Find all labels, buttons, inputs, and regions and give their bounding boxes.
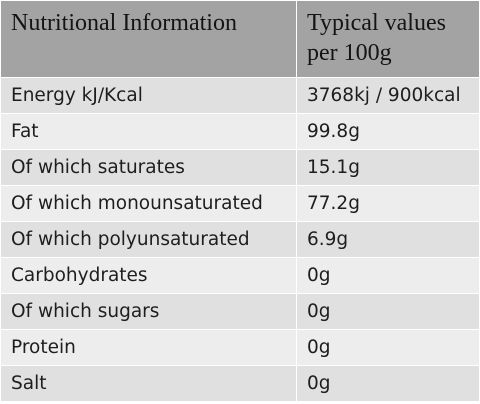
nutrient-label: Carbohydrates	[0, 257, 297, 294]
nutrient-value: 15.1g	[296, 149, 480, 186]
nutrient-label: Of which monounsaturated	[0, 185, 297, 222]
table-row: Of which saturates 15.1g	[0, 149, 480, 186]
nutrient-value: 6.9g	[296, 221, 480, 258]
header-nutritional-information: Nutritional Information	[0, 0, 297, 78]
table-row: Of which polyunsaturated 6.9g	[0, 221, 480, 258]
table-row: Of which sugars 0g	[0, 293, 480, 330]
nutrient-label: Salt	[0, 365, 297, 402]
nutrient-label: Energy kJ/Kcal	[0, 77, 297, 114]
nutrient-label: Of which polyunsaturated	[0, 221, 297, 258]
nutrient-label: Protein	[0, 329, 297, 366]
table-row: Energy kJ/Kcal 3768kj / 900kcal	[0, 77, 480, 114]
header-typical-values: Typical values per 100g	[296, 0, 480, 78]
nutrient-label: Fat	[0, 113, 297, 150]
table-row: Of which monounsaturated 77.2g	[0, 185, 480, 222]
nutrient-value: 99.8g	[296, 113, 480, 150]
nutrient-value: 0g	[296, 257, 480, 294]
table-row: Salt 0g	[0, 365, 480, 402]
nutrient-value: 0g	[296, 365, 480, 402]
table-row: Protein 0g	[0, 329, 480, 366]
nutrient-label: Of which saturates	[0, 149, 297, 186]
table-header-row: Nutritional Information Typical values p…	[0, 0, 480, 78]
table-row: Fat 99.8g	[0, 113, 480, 150]
nutrient-label: Of which sugars	[0, 293, 297, 330]
table-row: Carbohydrates 0g	[0, 257, 480, 294]
nutrient-value: 0g	[296, 329, 480, 366]
nutrient-value: 3768kj / 900kcal	[296, 77, 480, 114]
nutrient-value: 77.2g	[296, 185, 480, 222]
nutrient-value: 0g	[296, 293, 480, 330]
